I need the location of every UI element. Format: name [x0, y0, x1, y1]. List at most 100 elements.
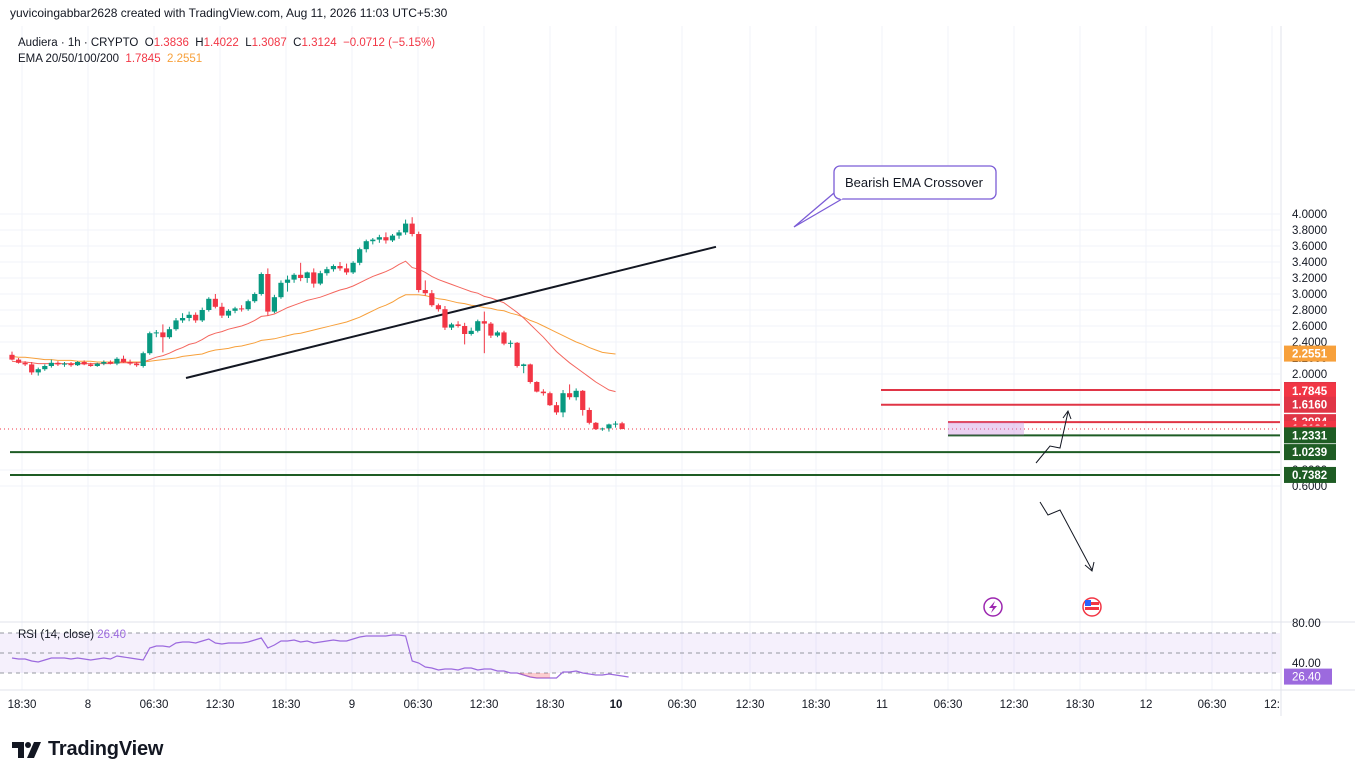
candle-body — [534, 382, 540, 392]
open-value: 1.3836 — [153, 37, 189, 49]
ema20-value: 1.7845 — [125, 53, 161, 65]
candle-body — [593, 422, 599, 430]
x-tick-label: 06:30 — [404, 699, 433, 711]
x-tick-label: 9 — [349, 699, 355, 711]
candle — [475, 319, 481, 333]
y-tick-label: 2.0000 — [1292, 369, 1327, 381]
candle — [81, 360, 87, 366]
candle — [311, 268, 317, 288]
x-tick-label: 06:30 — [668, 699, 697, 711]
price-label-text: 2.2551 — [1292, 349, 1328, 361]
high-label: H — [195, 37, 204, 49]
candle-body — [186, 314, 192, 318]
candle — [612, 421, 619, 428]
candle-body — [29, 364, 35, 373]
candle — [160, 324, 166, 353]
candle-body — [166, 329, 173, 338]
candle — [580, 390, 586, 416]
candle — [278, 280, 284, 299]
candle-body — [304, 272, 310, 278]
candle — [409, 217, 415, 237]
callout-pointer — [793, 192, 843, 228]
chart-caption: yuvicoingabbar2628 created with TradingV… — [10, 6, 448, 20]
price-axis: 4.0000 3.8000 3.6000 3.4000 3.2000 3.0000 2.80… — [1284, 209, 1336, 685]
candle-body — [219, 306, 225, 316]
candle — [534, 381, 540, 393]
candle-body — [435, 305, 441, 310]
high-value: 1.4022 — [203, 37, 239, 49]
brand-name: TradingView — [48, 738, 164, 760]
candle — [560, 390, 566, 418]
ema-label: EMA 20/50/100/200 — [18, 53, 120, 65]
rsi-line — [11, 634, 629, 679]
candle-body — [376, 237, 382, 240]
low-label: L — [245, 37, 252, 49]
candle — [396, 230, 402, 239]
arrow-up-head — [1062, 409, 1072, 420]
callout-box — [833, 165, 997, 200]
trendline — [185, 245, 717, 379]
candle-body — [94, 363, 100, 366]
x-tick-label: 06:30 — [1198, 699, 1227, 711]
rsi-value-badge — [1284, 668, 1332, 685]
candle-body — [81, 362, 87, 365]
candle-body — [317, 273, 323, 284]
rsi-oversold-fill — [510, 673, 550, 678]
arrow-down-head — [1084, 561, 1095, 572]
rsi-value-badge-text: 26.40 — [1292, 672, 1321, 684]
candle — [416, 231, 422, 293]
close-label: C — [293, 37, 302, 49]
candle — [48, 359, 54, 368]
y-tick-label: 2.8000 — [1292, 305, 1327, 317]
candle — [501, 330, 507, 346]
rsi-value: 26.40 — [97, 629, 127, 641]
candle — [75, 361, 81, 366]
candle — [88, 362, 94, 367]
candle-body — [298, 274, 304, 278]
candle — [521, 363, 527, 374]
candle — [494, 330, 501, 338]
candle — [147, 331, 153, 355]
candle — [291, 273, 297, 283]
candle-body — [173, 320, 179, 330]
price-label-badge — [1284, 396, 1336, 413]
x-tick-label: 12:30 — [736, 699, 765, 711]
rsi-tick-label: 80.00 — [1292, 618, 1321, 630]
flag-stripe — [1085, 607, 1099, 610]
price-chart[interactable]: Bearish EMA Crossover 4.0000 3.8000 3.6000… — [0, 26, 1355, 718]
candle-body — [245, 301, 251, 310]
price-label-text: 0.7382 — [1292, 470, 1327, 482]
open-label: O — [144, 37, 154, 49]
candle — [599, 427, 605, 431]
candle — [481, 311, 487, 354]
candle-body — [239, 308, 245, 310]
bearish-path-arrow — [1039, 501, 1093, 571]
candle-body — [599, 428, 605, 430]
candle — [337, 262, 343, 271]
candle-body — [514, 342, 520, 366]
candle — [455, 321, 461, 328]
candle — [553, 402, 560, 415]
candle-body — [501, 332, 507, 344]
lightning-glyph — [989, 601, 997, 613]
candle — [114, 357, 120, 366]
candle-body — [15, 359, 22, 363]
candle-body — [199, 310, 205, 321]
candle-body — [193, 314, 199, 321]
tradingview-logo[interactable]: TradingView — [12, 738, 163, 761]
x-tick-label: 12 — [1140, 699, 1153, 711]
bullish-path-arrow — [1035, 411, 1069, 464]
x-tick-label: 18:30 — [272, 699, 301, 711]
candle-body — [343, 268, 350, 273]
candle-body — [35, 369, 41, 373]
consolidation-box — [948, 422, 1024, 436]
candle — [317, 270, 323, 286]
candle-body — [507, 342, 514, 344]
candle-body — [389, 235, 396, 241]
candle — [298, 262, 304, 282]
candle — [324, 266, 330, 276]
candle — [514, 342, 520, 368]
symbol-label: Audiera · 1h · CRYPTO — [18, 37, 139, 49]
x-tick-label: 11 — [876, 699, 888, 711]
candle — [343, 263, 350, 275]
